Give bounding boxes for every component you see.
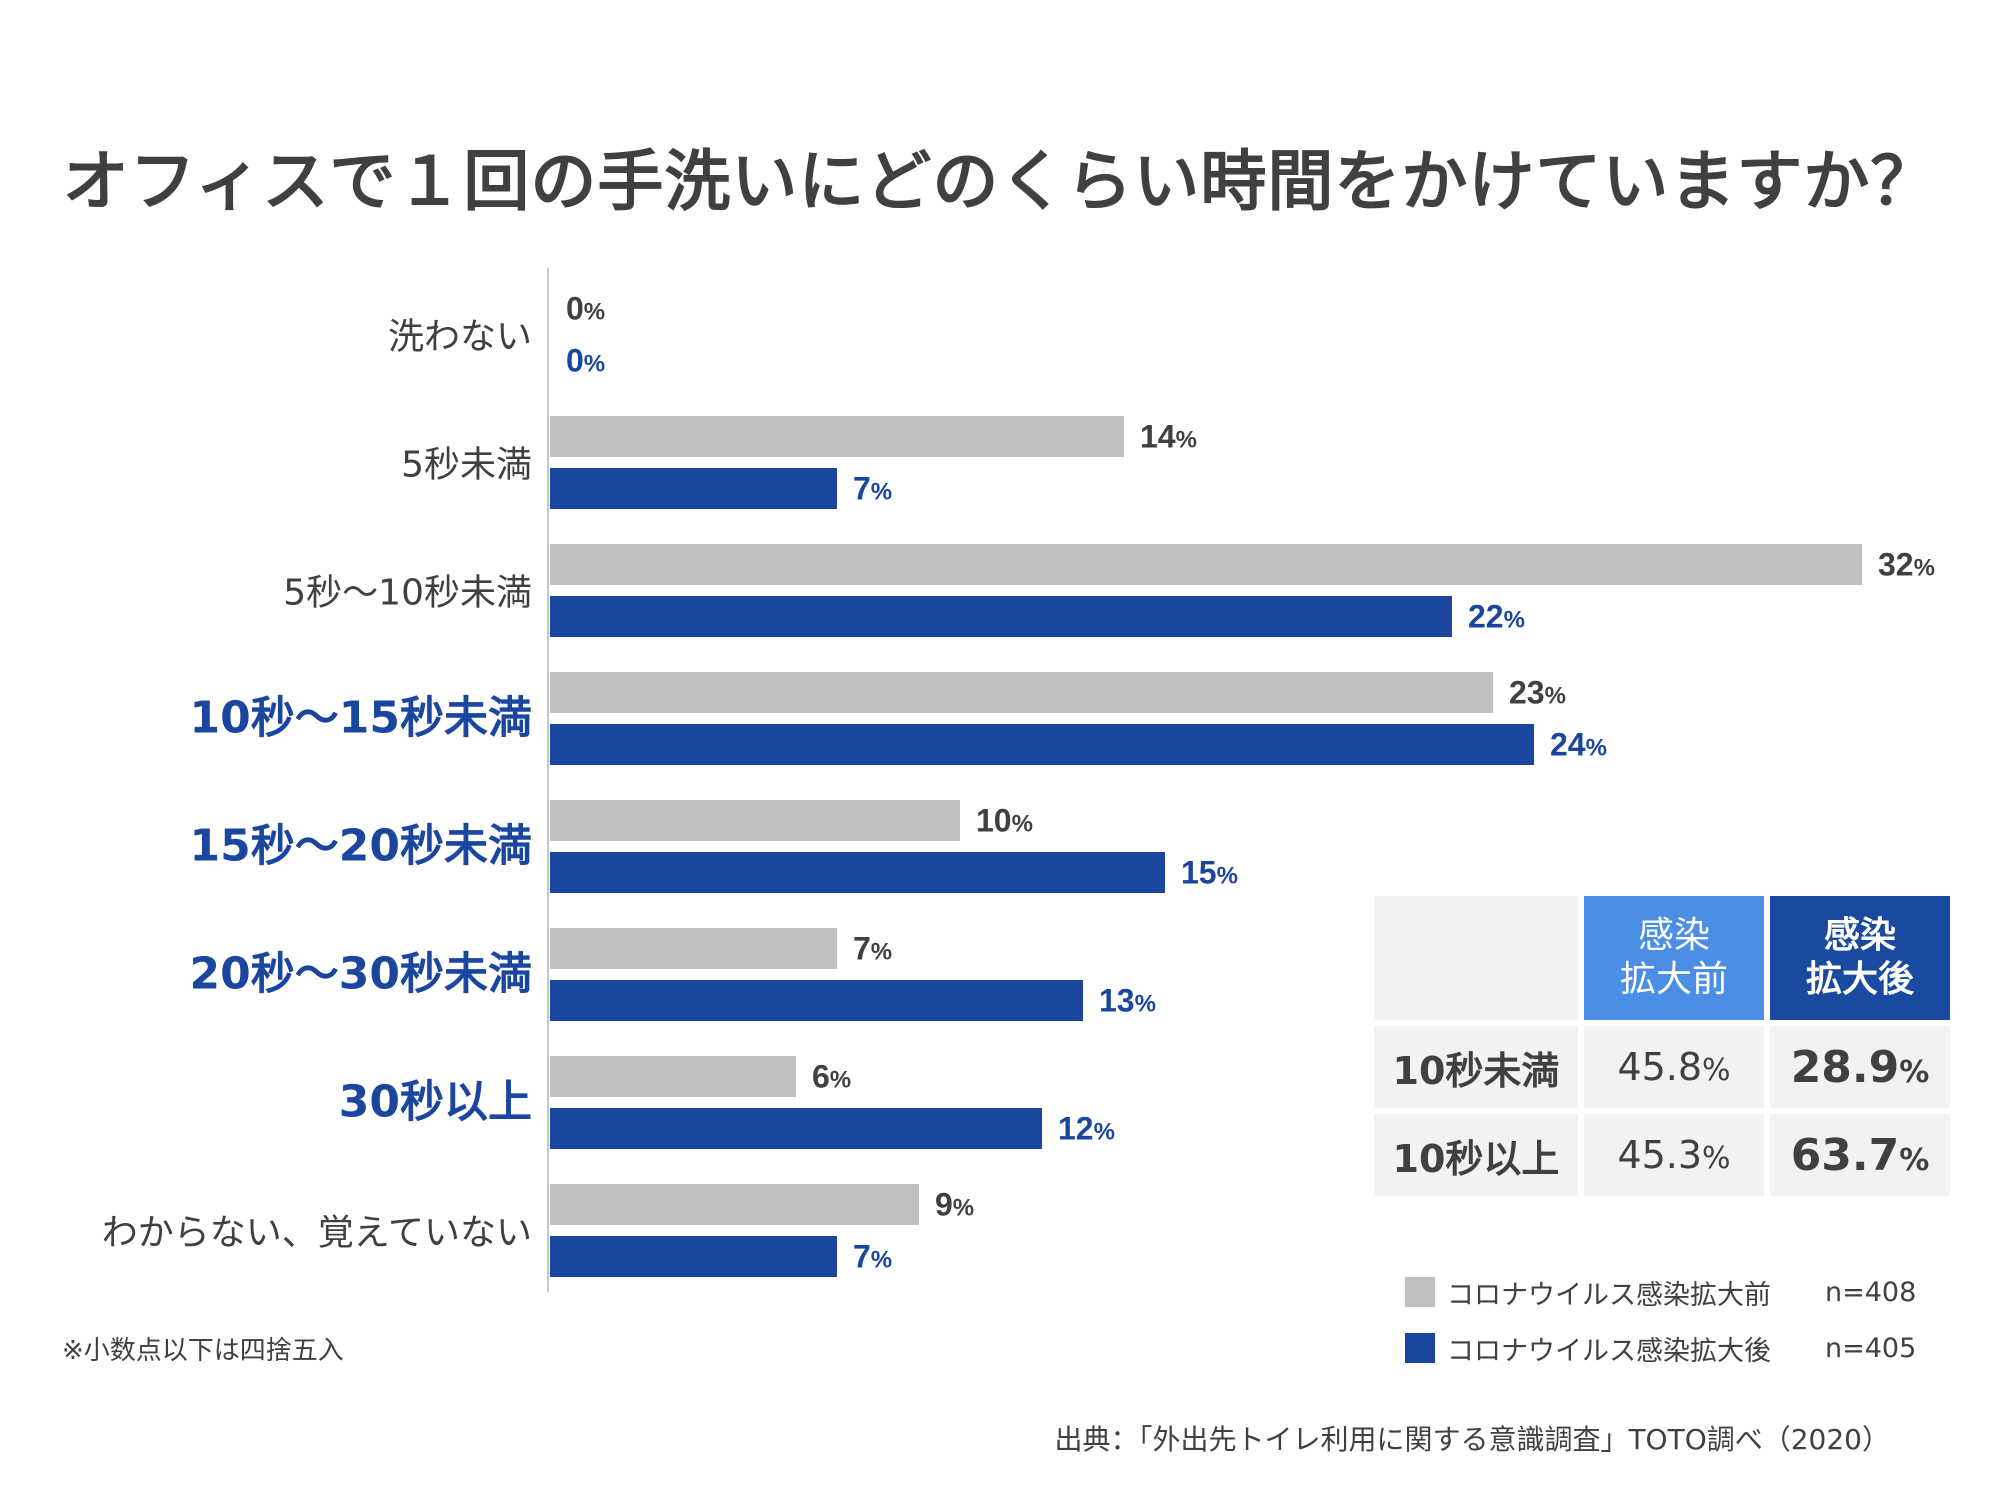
bar-after bbox=[550, 1108, 1042, 1149]
data-label: 7% bbox=[853, 1239, 892, 1275]
legend: コロナウイルス感染拡大前 n=408 コロナウイルス感染拡大後 n=405 bbox=[1405, 1272, 1916, 1384]
chart-title: オフィスで１回の手洗いにどのくらい時間をかけていますか？ bbox=[62, 144, 1938, 218]
data-label: 23% bbox=[1509, 675, 1566, 711]
category-label: 10秒～15秒未満 bbox=[190, 693, 532, 744]
summary-header-after: 感染 拡大後 bbox=[1770, 896, 1950, 1020]
legend-n-after: n=405 bbox=[1825, 1332, 1917, 1364]
summary-row-label: 10秒未満 bbox=[1374, 1026, 1578, 1108]
bar-after bbox=[550, 724, 1534, 765]
data-label: 22% bbox=[1468, 599, 1525, 635]
data-label: 13% bbox=[1099, 983, 1156, 1019]
summary-table: 感染 拡大前 感染 拡大後 10秒未満 45.8% 28.9% 10秒以上 45.3… bbox=[1368, 890, 1956, 1202]
summary-value-before: 45.8% bbox=[1584, 1026, 1764, 1108]
data-label: 14% bbox=[1140, 419, 1197, 455]
category-label: 洗わない bbox=[388, 317, 532, 358]
bar-before bbox=[550, 928, 837, 969]
summary-row-label: 10秒以上 bbox=[1374, 1114, 1578, 1196]
data-label: 32% bbox=[1878, 547, 1935, 583]
bar-after bbox=[550, 468, 837, 509]
bar-before bbox=[550, 800, 960, 841]
data-label: 24% bbox=[1550, 727, 1607, 763]
data-label: 0% bbox=[566, 291, 605, 327]
bars-group: 洗わない 0% 0% 5秒未満 14% 7% 5秒～10秒未満 32% 22% 10秒～15秒未満… bbox=[102, 291, 1935, 1277]
source-citation: 出典：「外出先トイレ利用に関する意識調査」TOTO調べ（2020） bbox=[1054, 1423, 1890, 1456]
category-label: 15秒～20秒未満 bbox=[190, 821, 532, 872]
legend-label-before: コロナウイルス感染拡大前 bbox=[1447, 1279, 1771, 1311]
legend-item-after: コロナウイルス感染拡大後 n=405 bbox=[1405, 1328, 1916, 1368]
bar-after bbox=[550, 852, 1165, 893]
legend-swatch-after bbox=[1405, 1333, 1435, 1363]
bar-before bbox=[550, 1184, 919, 1225]
summary-value-after: 28.9% bbox=[1770, 1026, 1950, 1108]
data-label: 0% bbox=[566, 343, 605, 379]
legend-label-after: コロナウイルス感染拡大後 bbox=[1447, 1335, 1771, 1367]
bar-after bbox=[550, 1236, 837, 1277]
summary-value-before: 45.3% bbox=[1584, 1114, 1764, 1196]
summary-corner-cell bbox=[1374, 896, 1578, 1020]
summary-header-before: 感染 拡大前 bbox=[1584, 896, 1764, 1020]
legend-item-before: コロナウイルス感染拡大前 n=408 bbox=[1405, 1272, 1916, 1312]
bar-before bbox=[550, 544, 1862, 585]
bar-after bbox=[550, 980, 1083, 1021]
bar-after bbox=[550, 596, 1452, 637]
data-label: 12% bbox=[1058, 1111, 1115, 1147]
legend-swatch-before bbox=[1405, 1277, 1435, 1307]
category-label: わからない、覚えていない bbox=[102, 1213, 532, 1254]
category-label: 20秒～30秒未満 bbox=[190, 949, 532, 1000]
data-label: 6% bbox=[812, 1059, 851, 1095]
data-label: 9% bbox=[935, 1187, 974, 1223]
category-label: 5秒～10秒未満 bbox=[283, 573, 532, 614]
data-label: 7% bbox=[853, 471, 892, 507]
summary-value-after: 63.7% bbox=[1770, 1114, 1950, 1196]
rounding-note: ※小数点以下は四捨五入 bbox=[62, 1336, 344, 1366]
bar-chart: 洗わない 0% 0% 5秒未満 14% 7% 5秒～10秒未満 32% 22% 10秒～15秒未満… bbox=[102, 268, 1935, 1292]
legend-n-before: n=408 bbox=[1825, 1276, 1917, 1308]
category-label: 30秒以上 bbox=[339, 1077, 532, 1128]
bar-before bbox=[550, 672, 1493, 713]
bar-before bbox=[550, 1056, 796, 1097]
data-label: 10% bbox=[976, 803, 1033, 839]
category-label: 5秒未満 bbox=[401, 445, 532, 486]
data-label: 7% bbox=[853, 931, 892, 967]
bar-before bbox=[550, 416, 1124, 457]
data-label: 15% bbox=[1181, 855, 1238, 891]
